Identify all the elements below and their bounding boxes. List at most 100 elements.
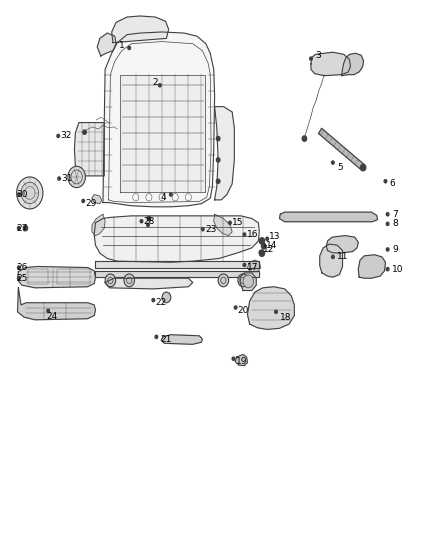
Circle shape: [263, 244, 265, 247]
Polygon shape: [247, 287, 294, 329]
Circle shape: [238, 274, 248, 287]
Circle shape: [83, 130, 86, 134]
Text: 11: 11: [337, 253, 349, 261]
Circle shape: [275, 310, 277, 313]
Circle shape: [229, 221, 231, 224]
Circle shape: [23, 225, 28, 231]
Polygon shape: [279, 212, 378, 222]
Polygon shape: [240, 273, 256, 290]
Circle shape: [155, 335, 158, 338]
Circle shape: [332, 161, 334, 164]
Circle shape: [216, 158, 220, 162]
Text: 24: 24: [46, 312, 57, 320]
Text: 27: 27: [17, 224, 28, 232]
Polygon shape: [120, 75, 205, 192]
Polygon shape: [215, 107, 234, 200]
Polygon shape: [326, 236, 358, 253]
Text: 13: 13: [269, 232, 281, 240]
Circle shape: [266, 237, 268, 240]
Circle shape: [216, 136, 220, 141]
Circle shape: [243, 263, 246, 266]
Polygon shape: [105, 278, 193, 289]
Text: 9: 9: [392, 245, 398, 254]
Circle shape: [302, 136, 307, 141]
Circle shape: [18, 277, 20, 280]
Text: 32: 32: [60, 132, 72, 140]
Circle shape: [386, 222, 389, 225]
Text: 30: 30: [17, 190, 28, 199]
Circle shape: [386, 213, 389, 216]
Polygon shape: [358, 255, 385, 278]
Text: 22: 22: [155, 298, 167, 307]
Circle shape: [386, 268, 389, 271]
Text: 12: 12: [263, 245, 274, 254]
Text: 16: 16: [247, 230, 258, 239]
Polygon shape: [92, 214, 105, 236]
Text: 1: 1: [119, 41, 125, 50]
Circle shape: [360, 164, 366, 171]
Circle shape: [57, 134, 60, 138]
Text: 8: 8: [392, 220, 398, 228]
Text: 26: 26: [17, 263, 28, 272]
Polygon shape: [92, 195, 102, 204]
Text: 31: 31: [61, 174, 73, 183]
Text: 3: 3: [315, 52, 321, 60]
Circle shape: [232, 357, 235, 360]
Circle shape: [384, 180, 387, 183]
Text: 10: 10: [392, 265, 403, 273]
Circle shape: [147, 216, 151, 221]
Polygon shape: [342, 53, 364, 76]
Polygon shape: [235, 354, 247, 366]
Text: 15: 15: [232, 219, 244, 227]
Circle shape: [82, 199, 85, 203]
Circle shape: [17, 177, 43, 209]
Polygon shape: [318, 128, 365, 170]
Circle shape: [201, 228, 204, 231]
Text: 19: 19: [236, 357, 247, 366]
Text: 2: 2: [152, 78, 158, 87]
Polygon shape: [247, 260, 261, 272]
Polygon shape: [112, 16, 169, 43]
Polygon shape: [103, 32, 215, 207]
Polygon shape: [94, 216, 259, 262]
Circle shape: [332, 255, 334, 259]
Polygon shape: [18, 266, 95, 288]
Circle shape: [234, 306, 237, 309]
Circle shape: [58, 177, 60, 180]
Circle shape: [18, 266, 20, 269]
Text: 5: 5: [337, 164, 343, 172]
Polygon shape: [320, 244, 343, 277]
Circle shape: [47, 309, 49, 312]
Polygon shape: [311, 52, 350, 76]
Circle shape: [386, 248, 389, 251]
Polygon shape: [161, 335, 202, 344]
Circle shape: [218, 274, 229, 287]
Text: 28: 28: [144, 217, 155, 225]
Text: 23: 23: [205, 225, 216, 233]
Circle shape: [216, 179, 220, 183]
Polygon shape: [95, 271, 259, 277]
Circle shape: [170, 193, 172, 196]
Circle shape: [18, 227, 20, 230]
Text: 7: 7: [392, 210, 398, 219]
Circle shape: [105, 274, 116, 287]
Polygon shape: [95, 261, 259, 268]
Circle shape: [140, 220, 143, 223]
Circle shape: [310, 57, 312, 60]
Text: 20: 20: [238, 306, 249, 314]
Text: 6: 6: [390, 180, 396, 188]
Polygon shape: [214, 214, 232, 236]
Circle shape: [259, 250, 265, 256]
Circle shape: [259, 238, 265, 244]
Polygon shape: [18, 288, 95, 320]
Text: 18: 18: [280, 313, 292, 321]
Polygon shape: [74, 123, 104, 176]
Circle shape: [21, 182, 39, 204]
Text: 21: 21: [161, 335, 172, 344]
Text: 17: 17: [247, 263, 258, 272]
Circle shape: [68, 166, 85, 188]
Circle shape: [147, 223, 149, 227]
Polygon shape: [97, 33, 116, 56]
Circle shape: [259, 251, 262, 254]
Text: 4: 4: [161, 193, 166, 201]
